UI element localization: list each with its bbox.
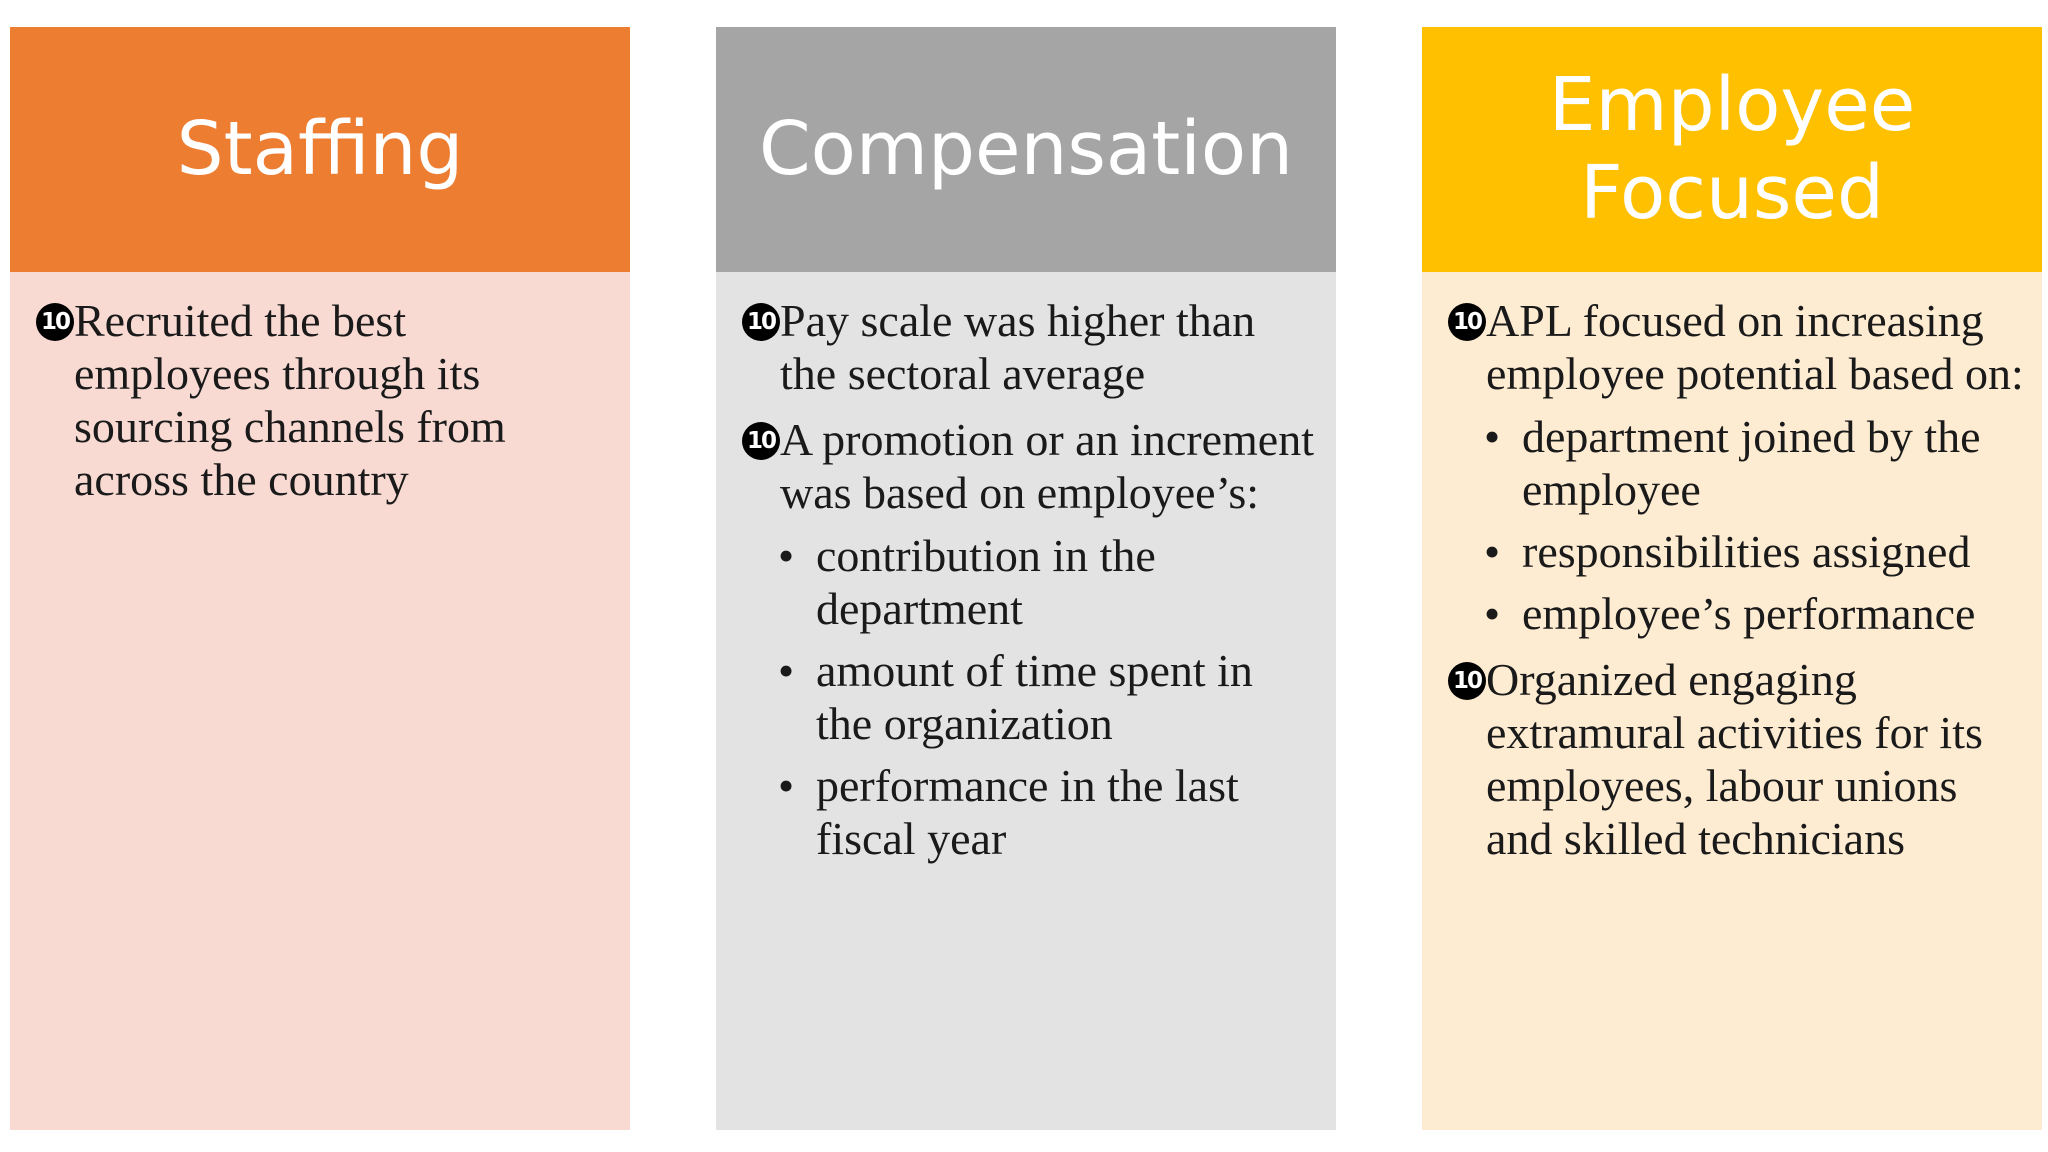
item-text: A promotion or an increment was based on…: [780, 414, 1314, 518]
staffing-column: Staffing 10 Recruited the best employees…: [10, 27, 630, 1130]
bullet-icon: •: [778, 760, 795, 811]
list-item: 10 Recruited the best employees through …: [36, 294, 612, 506]
compensation-column: Compensation 10 Pay scale was higher tha…: [716, 27, 1336, 1130]
staffing-title: Staffing: [176, 105, 464, 192]
bullet-icon: •: [1484, 411, 1501, 462]
employee-focused-body: 10 APL focused on increasing employee po…: [1422, 272, 2042, 1130]
list-item: 10 A promotion or an increment was based…: [742, 413, 1318, 865]
employee-focused-title: Employee Focused: [1548, 62, 1916, 236]
item-text: APL focused on increasing employee poten…: [1486, 295, 2024, 399]
bullet-icon: •: [778, 530, 795, 581]
bullet-icon: •: [778, 645, 795, 696]
employee-focused-header: Employee Focused: [1422, 27, 2042, 272]
employee-focused-column: Employee Focused 10 APL focused on incre…: [1422, 27, 2042, 1130]
numbered-circle-icon: 10: [742, 422, 780, 460]
numbered-circle-icon: 10: [1448, 662, 1486, 700]
item-text: Organized engaging extramural activities…: [1486, 654, 1983, 864]
sub-list: • contribution in the department • amoun…: [778, 529, 1318, 865]
list-item: 10 Pay scale was higher than the sectora…: [742, 294, 1318, 400]
sub-item-text: contribution in the department: [816, 530, 1156, 634]
staffing-header: Staffing: [10, 27, 630, 272]
sub-item-text: employee’s performance: [1522, 588, 1976, 639]
staffing-body: 10 Recruited the best employees through …: [10, 272, 630, 1130]
sub-list: • department joined by the employee • re…: [1484, 410, 2024, 640]
numbered-circle-icon: 10: [1448, 303, 1486, 341]
numbered-circle-icon: 10: [36, 303, 74, 341]
list-item: 10 Organized engaging extramural activit…: [1448, 653, 2024, 865]
compensation-header: Compensation: [716, 27, 1336, 272]
sub-list-item: • responsibilities assigned: [1484, 525, 2024, 578]
sub-item-text: responsibilities assigned: [1522, 526, 1971, 577]
sub-item-text: amount of time spent in the organization: [816, 645, 1253, 749]
sub-list-item: • contribution in the department: [778, 529, 1318, 635]
sub-list-item: • amount of time spent in the organizati…: [778, 644, 1318, 750]
compensation-body: 10 Pay scale was higher than the sectora…: [716, 272, 1336, 1130]
bullet-icon: •: [1484, 526, 1501, 577]
numbered-circle-icon: 10: [742, 303, 780, 341]
list-item: 10 APL focused on increasing employee po…: [1448, 294, 2024, 640]
sub-item-text: performance in the last fiscal year: [816, 760, 1239, 864]
item-text: Recruited the best employees through its…: [74, 295, 506, 505]
bullet-icon: •: [1484, 588, 1501, 639]
compensation-title: Compensation: [758, 105, 1294, 192]
sub-item-text: department joined by the employee: [1522, 411, 1981, 515]
item-text: Pay scale was higher than the sectoral a…: [780, 295, 1256, 399]
sub-list-item: • performance in the last fiscal year: [778, 759, 1318, 865]
sub-list-item: • employee’s performance: [1484, 587, 2024, 640]
sub-list-item: • department joined by the employee: [1484, 410, 2024, 516]
